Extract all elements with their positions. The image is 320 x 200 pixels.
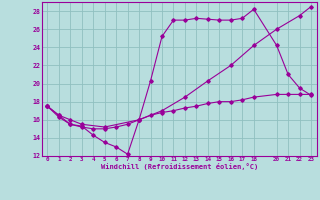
X-axis label: Windchill (Refroidissement éolien,°C): Windchill (Refroidissement éolien,°C) [100,163,258,170]
